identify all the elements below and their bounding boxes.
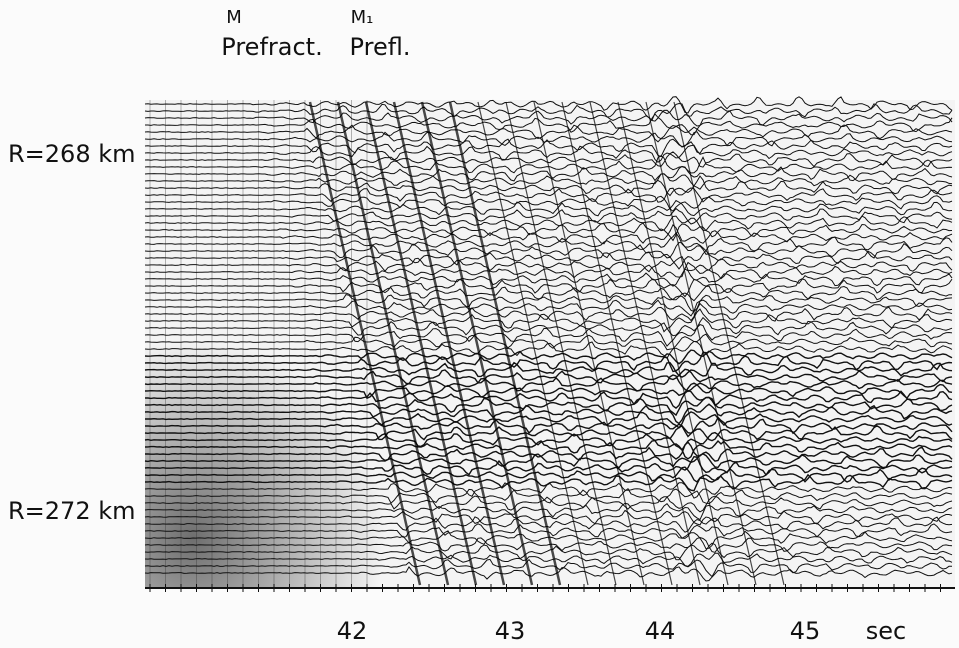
distance-label: R=272 km bbox=[8, 497, 136, 525]
trace bbox=[144, 374, 953, 393]
trace bbox=[145, 389, 953, 410]
trace bbox=[144, 431, 953, 451]
trace bbox=[144, 255, 953, 273]
wavefront bbox=[505, 101, 617, 586]
trace bbox=[144, 382, 953, 400]
trace bbox=[144, 102, 953, 122]
trace bbox=[144, 195, 953, 212]
phase-marker: M bbox=[226, 7, 242, 28]
trace bbox=[144, 439, 953, 460]
time-unit: sec bbox=[866, 617, 906, 645]
traces bbox=[144, 96, 953, 592]
trace bbox=[144, 351, 953, 373]
trace bbox=[144, 299, 953, 317]
wavefront bbox=[364, 101, 478, 586]
trace bbox=[144, 324, 953, 347]
trace bbox=[144, 173, 953, 190]
trace bbox=[144, 222, 953, 242]
phase-marker: M₁ bbox=[351, 7, 374, 28]
trace bbox=[144, 215, 953, 232]
time-tick-label: 44 bbox=[645, 617, 676, 645]
trace bbox=[144, 175, 953, 197]
trace bbox=[144, 340, 953, 360]
trace bbox=[144, 96, 953, 114]
trace bbox=[144, 424, 953, 442]
trace bbox=[144, 502, 953, 521]
trace bbox=[144, 124, 953, 143]
trace bbox=[144, 187, 953, 203]
wavefront bbox=[645, 101, 757, 586]
wavefront bbox=[561, 101, 673, 586]
wavefront bbox=[392, 101, 506, 586]
trace bbox=[144, 285, 953, 302]
trace bbox=[144, 565, 953, 582]
trace bbox=[144, 455, 953, 476]
time-tick-label: 42 bbox=[337, 617, 368, 645]
trace bbox=[145, 278, 953, 298]
trace bbox=[144, 466, 953, 483]
wavefront bbox=[336, 101, 450, 586]
trace bbox=[144, 482, 953, 499]
trace bbox=[144, 487, 953, 505]
trace bbox=[145, 396, 953, 417]
time-tick-label: 43 bbox=[495, 617, 526, 645]
trace bbox=[144, 552, 953, 567]
time-tick-label: 45 bbox=[790, 617, 821, 645]
trace bbox=[144, 453, 953, 469]
dark-region bbox=[145, 340, 385, 588]
phase-label: Prefract. bbox=[221, 33, 322, 61]
trace bbox=[144, 144, 953, 163]
phase-label: Prefl. bbox=[350, 33, 411, 61]
trace bbox=[144, 516, 953, 533]
wavefront bbox=[448, 101, 562, 586]
trace bbox=[144, 199, 953, 217]
trace bbox=[144, 294, 953, 313]
wavefront bbox=[477, 101, 589, 586]
trace bbox=[144, 536, 953, 553]
trace bbox=[144, 302, 953, 322]
wavefront bbox=[589, 101, 701, 586]
trace bbox=[144, 165, 953, 182]
trace bbox=[144, 138, 953, 158]
trace bbox=[145, 416, 953, 438]
trace bbox=[145, 441, 953, 462]
trace bbox=[144, 495, 953, 513]
trace bbox=[144, 268, 953, 287]
trace bbox=[144, 223, 953, 245]
trace bbox=[144, 349, 953, 365]
trace bbox=[144, 232, 953, 252]
trace bbox=[145, 411, 953, 429]
trace bbox=[144, 316, 953, 337]
trace bbox=[144, 151, 953, 168]
wavefront bbox=[420, 101, 534, 586]
distance-label: R=268 km bbox=[8, 140, 136, 168]
trace bbox=[144, 241, 953, 259]
trace bbox=[144, 558, 953, 578]
trace bbox=[144, 249, 953, 270]
trace bbox=[144, 361, 953, 378]
trace bbox=[144, 308, 953, 333]
trace bbox=[145, 113, 953, 136]
trace bbox=[145, 261, 953, 280]
wavefront bbox=[533, 101, 645, 586]
wavefront bbox=[308, 101, 422, 586]
wavefront bbox=[673, 101, 785, 586]
trace bbox=[144, 109, 953, 127]
trace bbox=[144, 207, 953, 225]
trace bbox=[144, 368, 953, 385]
trace bbox=[144, 542, 953, 561]
wavefront bbox=[617, 101, 729, 586]
